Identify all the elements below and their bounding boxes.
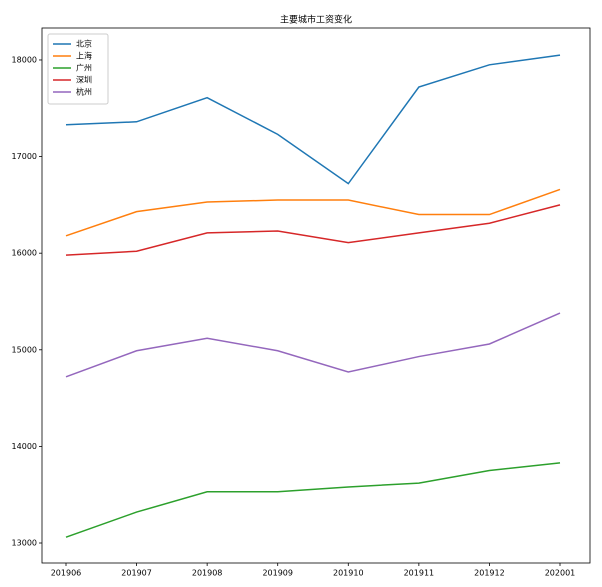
legend-label: 北京 [76,39,92,49]
x-tick-label: 201912 [474,569,505,578]
legend-label: 深圳 [76,75,92,85]
line-series [65,204,561,256]
line-series [65,54,561,185]
x-tick-label: 201910 [333,569,364,578]
y-tick-label: 18000 [12,55,37,64]
line-series [65,462,561,538]
legend-box [47,33,109,105]
x-tick-label: 201911 [404,569,435,578]
y-tick-label: 16000 [12,249,37,258]
x-tick-label: 202001 [545,569,576,578]
legend-label: 上海 [76,51,92,61]
y-tick-label: 17000 [12,152,37,161]
y-tick-label: 14000 [12,442,37,451]
y-tick-label: 15000 [12,345,37,354]
x-tick-label: 201906 [51,569,82,578]
x-tick-label: 201907 [121,569,152,578]
y-tick-label: 13000 [12,539,37,548]
x-tick-label: 201909 [262,569,293,578]
line-series [65,312,561,378]
legend-label: 广州 [76,63,92,73]
chart-title: 主要城市工资变化 [280,14,352,26]
plot-frame [41,27,591,564]
legend-label: 杭州 [76,87,92,97]
line-series [65,188,561,237]
x-tick-label: 201908 [192,569,223,578]
